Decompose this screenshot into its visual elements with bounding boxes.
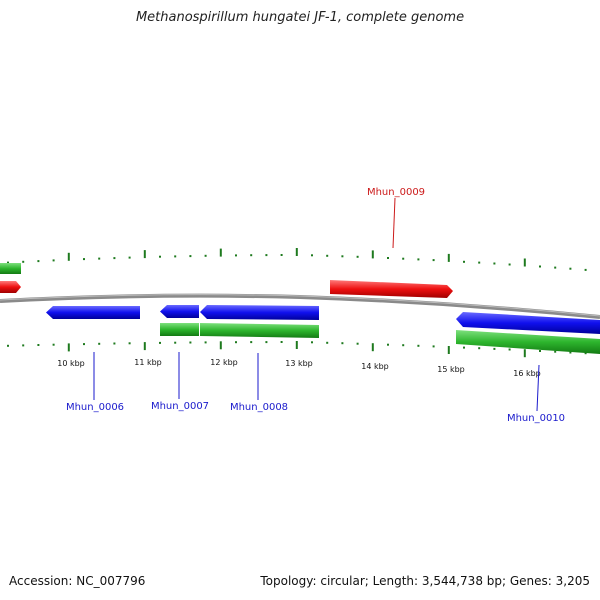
scale-label: 16 kbp bbox=[513, 369, 541, 378]
genome-summary-text: Topology: circular; Length: 3,544,738 bp… bbox=[260, 574, 590, 588]
gene-label-mhun-0008[interactable]: Mhun_0008 bbox=[230, 402, 288, 413]
genome-backbone-highlight bbox=[0, 294, 600, 317]
rna-feature-red-left[interactable] bbox=[0, 281, 21, 293]
cds-feature-green-mid-a[interactable] bbox=[160, 323, 199, 336]
leader-line-mhun-0010 bbox=[536, 364, 540, 412]
outer-tick-ring bbox=[7, 248, 587, 271]
gene-label-mhun-0006[interactable]: Mhun_0006 bbox=[66, 402, 124, 413]
gene-label-mhun-0009[interactable]: Mhun_0009 bbox=[367, 187, 425, 198]
gene-label-mhun-0010[interactable]: Mhun_0010 bbox=[507, 413, 565, 424]
scale-label: 11 kbp bbox=[134, 358, 162, 367]
gene-label-mhun-0007[interactable]: Mhun_0007 bbox=[151, 401, 209, 412]
inner-tick-ring bbox=[7, 341, 587, 358]
rna-feature-mhun-0009[interactable] bbox=[330, 280, 453, 298]
scale-labels: 10 kbp 11 kbp 12 kbp 13 kbp 14 kbp 15 kb… bbox=[57, 358, 541, 378]
leader-line-mhun-0009 bbox=[392, 197, 396, 249]
map-title: Methanospirillum hungatei JF-1, complete… bbox=[135, 10, 465, 25]
accession-text: Accession: NC_007796 bbox=[9, 574, 146, 588]
cds-feature-green-left[interactable] bbox=[0, 263, 21, 274]
scale-label: 12 kbp bbox=[210, 358, 238, 367]
cds-feature-green-right[interactable] bbox=[456, 330, 600, 354]
scale-label: 13 kbp bbox=[285, 359, 313, 368]
cds-feature-green-mid-b[interactable] bbox=[200, 323, 319, 338]
cds-feature-mhun-0008[interactable] bbox=[200, 305, 319, 320]
genome-backbone bbox=[0, 293, 600, 319]
cds-feature-mhun-0006[interactable] bbox=[46, 306, 140, 319]
scale-label: 10 kbp bbox=[57, 359, 85, 368]
scale-label: 15 kbp bbox=[437, 365, 465, 374]
cds-feature-mhun-0007[interactable] bbox=[160, 305, 199, 318]
cds-feature-mhun-0010[interactable] bbox=[456, 312, 600, 334]
scale-label: 14 kbp bbox=[361, 362, 389, 371]
